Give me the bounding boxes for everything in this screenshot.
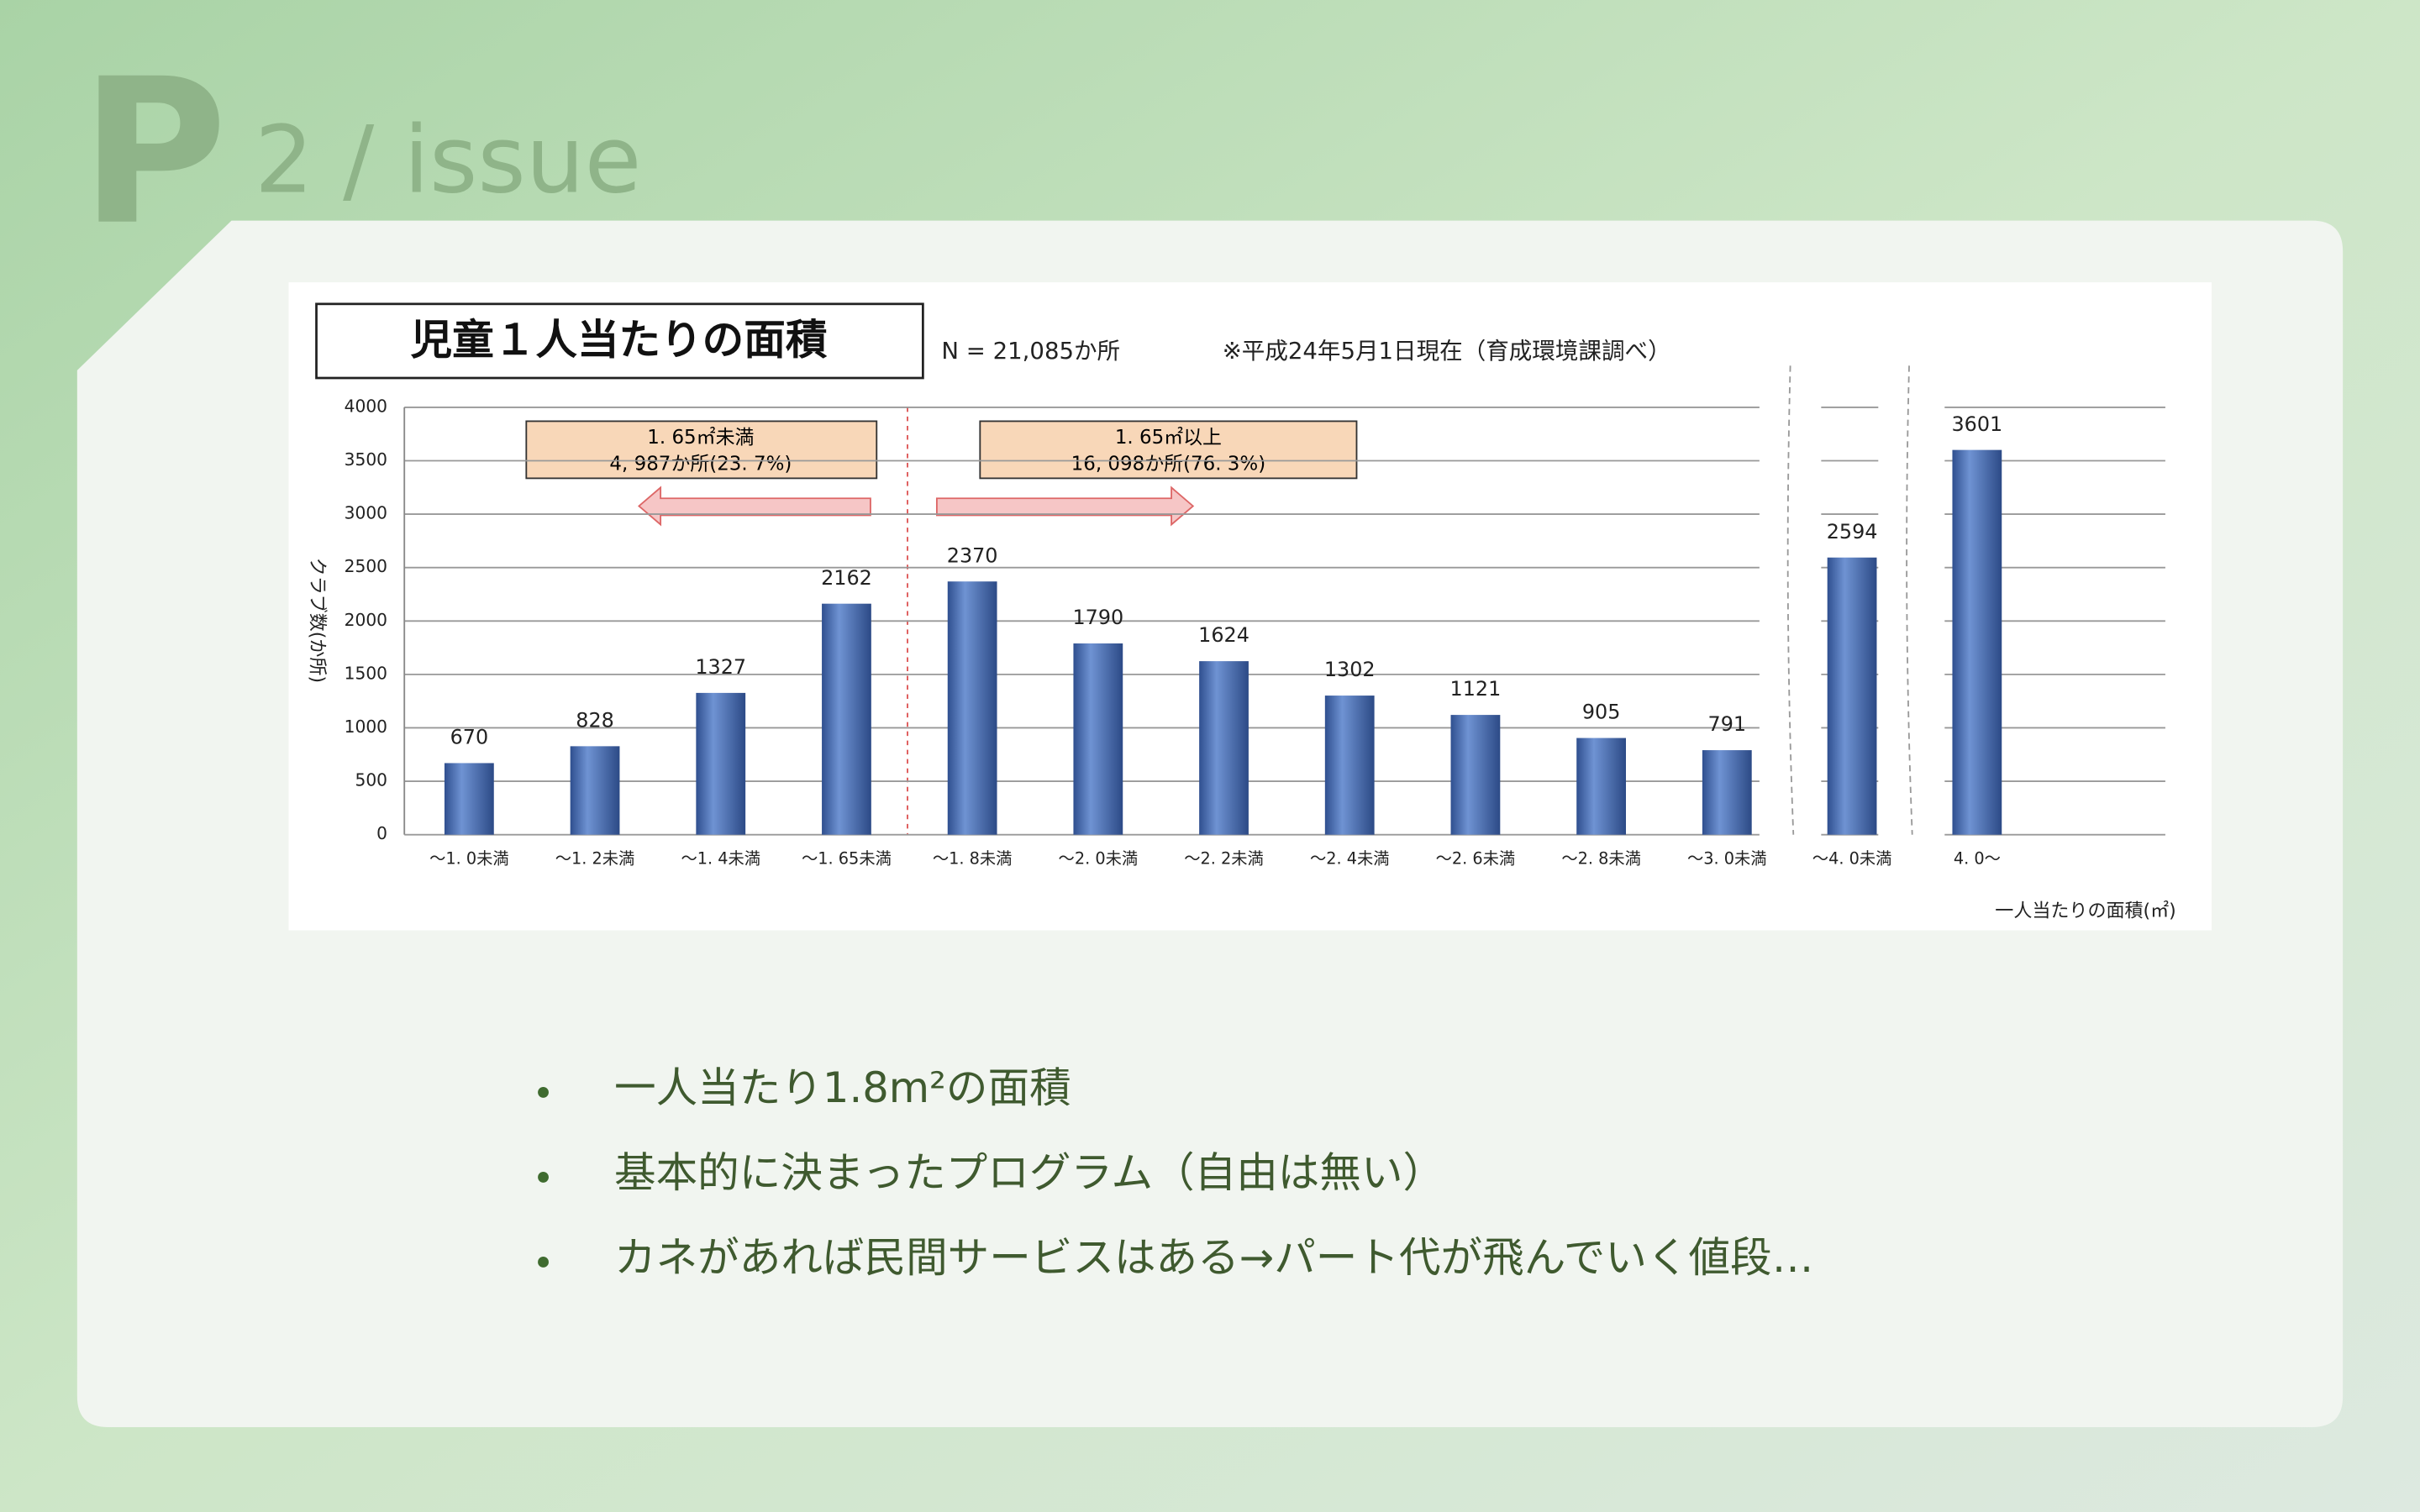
logo: P bbox=[81, 36, 228, 270]
y-tick-label: 500 bbox=[355, 770, 387, 790]
x-axis-label: 一人当たりの面積(㎡) bbox=[1995, 900, 2175, 922]
bullet-dot bbox=[538, 1172, 549, 1183]
annotation-text: 4, 987か所(23. 7%) bbox=[609, 453, 792, 475]
annotation-text: 1. 65㎡以上 bbox=[1115, 427, 1222, 449]
y-axis-label: クラブ数(か所) bbox=[307, 558, 328, 683]
bullet-list: 一人当たり1.8m²の面積 基本的に決まったプログラム（自由は無い） カネがあれ… bbox=[538, 1063, 1813, 1282]
bar bbox=[1702, 750, 1752, 835]
value-label: 905 bbox=[1582, 701, 1621, 724]
x-tick-label: ～2. 2未満 bbox=[1184, 849, 1264, 869]
bullet-text: カネがあれば民間サービスはある→パート代が飛んでいく値段… bbox=[614, 1233, 1813, 1282]
x-tick-label: ～1. 8未満 bbox=[933, 849, 1013, 869]
bar bbox=[1952, 449, 2002, 835]
y-tick-label: 0 bbox=[376, 823, 387, 843]
chart-title: 児童１人当たりの面積 bbox=[411, 315, 828, 364]
annotation-box bbox=[525, 420, 878, 480]
value-label: 1790 bbox=[1072, 606, 1123, 629]
y-tick-label: 2000 bbox=[345, 610, 387, 630]
bar bbox=[1073, 643, 1123, 835]
y-tick-label: 3000 bbox=[345, 503, 387, 523]
bar bbox=[444, 763, 494, 835]
bar bbox=[822, 603, 871, 835]
bar bbox=[1827, 557, 1877, 835]
bar bbox=[570, 746, 620, 835]
value-label: 2594 bbox=[1827, 520, 1878, 543]
slide-title: 2 / issue bbox=[255, 107, 641, 214]
annotation-text: 16, 098か所(76. 3%) bbox=[1071, 453, 1265, 475]
y-tick-label: 4000 bbox=[345, 396, 387, 416]
x-tick-label: ～2. 6未満 bbox=[1436, 849, 1516, 869]
bar bbox=[1576, 738, 1626, 835]
value-label: 2370 bbox=[947, 543, 998, 567]
value-label: 828 bbox=[576, 708, 614, 732]
value-label: 670 bbox=[450, 726, 489, 749]
x-tick-label: ～2. 0未満 bbox=[1059, 849, 1139, 869]
x-tick-label: ～3. 0未満 bbox=[1687, 849, 1767, 869]
arrow-left bbox=[637, 486, 871, 527]
x-tick-label: ～1. 2未満 bbox=[555, 849, 635, 869]
annotation-box bbox=[979, 420, 1358, 480]
y-tick-label: 1500 bbox=[345, 663, 387, 683]
value-label: 1121 bbox=[1450, 677, 1502, 701]
x-tick-label: ～2. 4未満 bbox=[1310, 849, 1390, 869]
value-label: 1624 bbox=[1198, 623, 1249, 647]
x-tick-label: ～2. 8未満 bbox=[1561, 849, 1641, 869]
chart-note: ※平成24年5月1日現在（育成環境課調べ） bbox=[1223, 338, 1671, 365]
y-tick-label: 2500 bbox=[345, 556, 387, 576]
bar bbox=[1324, 696, 1375, 835]
value-label: 2162 bbox=[821, 566, 872, 590]
x-tick-label: 4. 0～ bbox=[1954, 849, 2001, 869]
x-tick-label: ～4. 0未満 bbox=[1812, 849, 1892, 869]
y-tick-label: 1000 bbox=[345, 717, 387, 737]
bar bbox=[1199, 661, 1249, 835]
bar bbox=[947, 581, 997, 835]
x-tick-label: ～1. 4未満 bbox=[681, 849, 760, 869]
axis-break bbox=[1786, 365, 1913, 835]
chart-subtitle: N = 21,085か所 bbox=[941, 338, 1120, 365]
x-tick-label: ～1. 0未満 bbox=[429, 849, 509, 869]
x-tick-label: ～1. 65未満 bbox=[802, 849, 892, 869]
bullet-dot bbox=[538, 1257, 549, 1268]
chart-title-box bbox=[315, 302, 924, 380]
bullet-dot bbox=[538, 1086, 549, 1098]
value-label: 1302 bbox=[1324, 658, 1376, 681]
bar bbox=[1450, 715, 1501, 835]
arrow-right bbox=[935, 486, 1195, 527]
bullet-text: 基本的に決まったプログラム（自由は無い） bbox=[614, 1148, 1444, 1197]
plot: 0 500 1000 1500 2000 2500 3000 3500 4000 ～1. 0未満 6… bbox=[345, 396, 2165, 869]
bar bbox=[696, 692, 746, 835]
y-tick-label: 3500 bbox=[345, 449, 387, 470]
bullet-text: 一人当たり1.8m²の面積 bbox=[614, 1063, 1071, 1112]
value-label: 791 bbox=[1708, 712, 1747, 736]
value-label: 1327 bbox=[695, 655, 746, 679]
value-label: 3601 bbox=[1951, 412, 2002, 436]
annotation-text: 1. 65㎡未満 bbox=[647, 427, 754, 449]
